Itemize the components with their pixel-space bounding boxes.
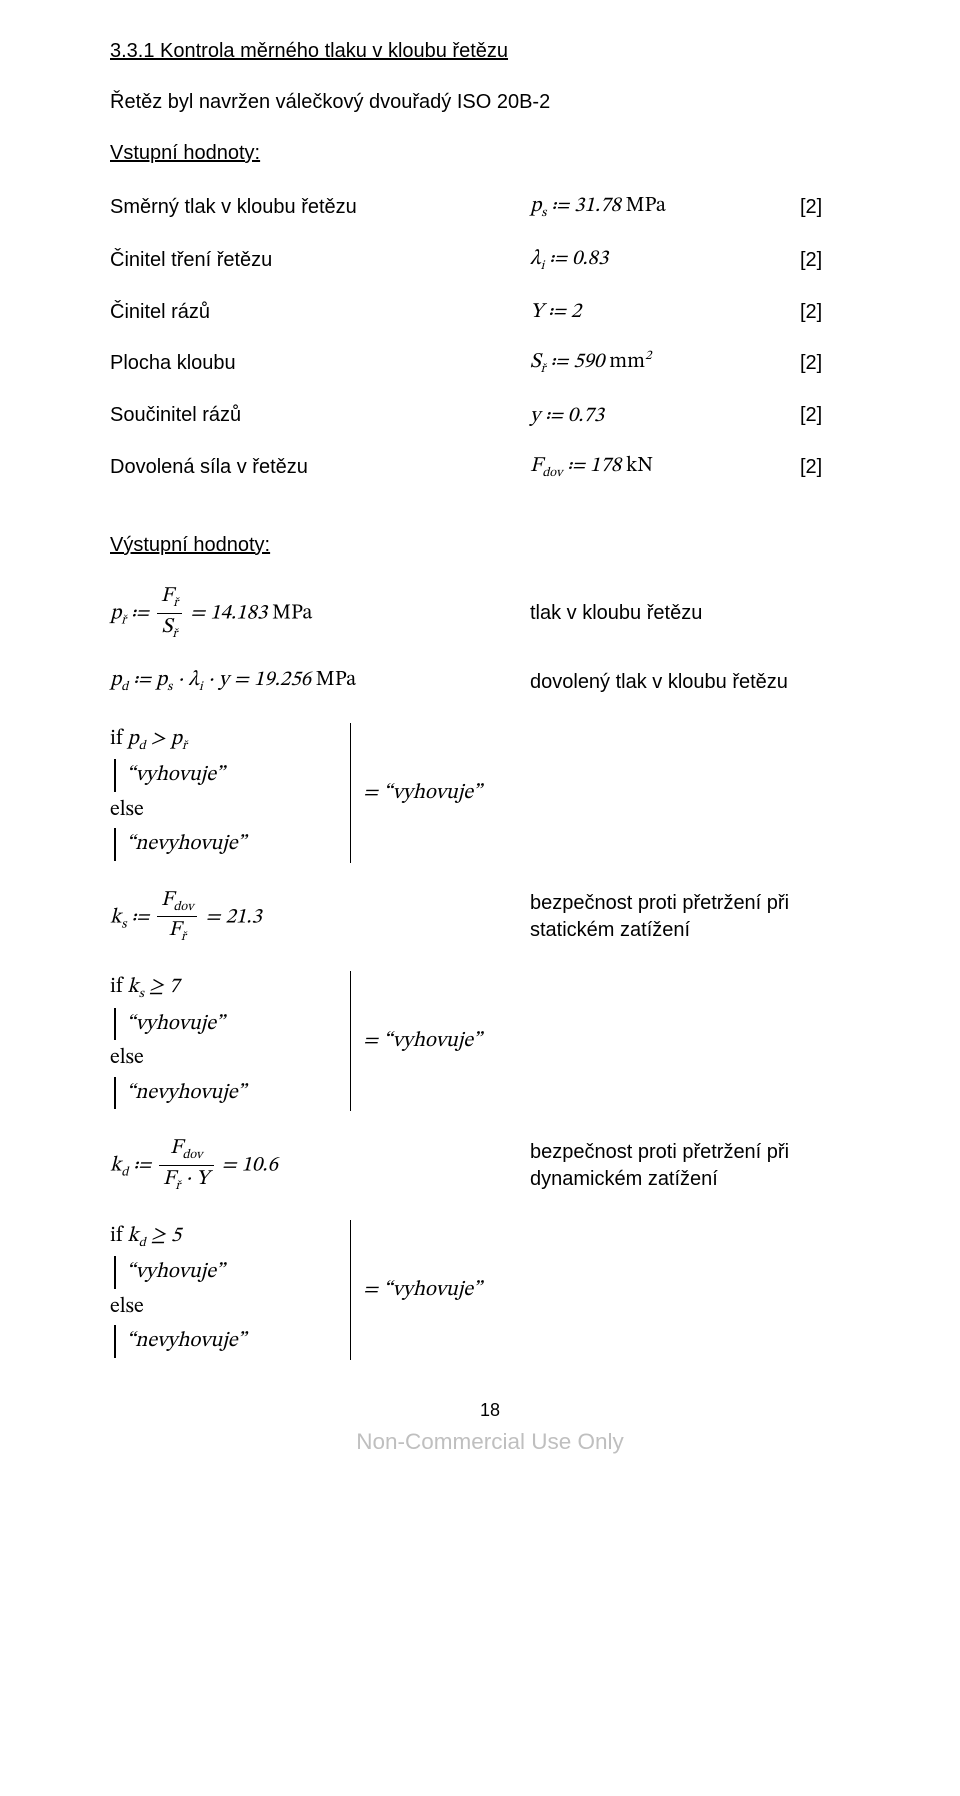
input-ref: [2] [800, 352, 860, 375]
output-row: kd ≔ FdovFř ⋅ Y = 10.6 bezpečnost proti … [110, 1137, 870, 1194]
input-label: Činitel tření řetězu [110, 249, 530, 272]
input-label: Součinitel rázů [110, 404, 530, 427]
output-expr: ks ≔ FdovFř = 21.3 [110, 889, 530, 946]
input-row: Součinitel rázůy ≔ 0.73[2] [110, 403, 870, 429]
else-line: else [110, 1042, 350, 1075]
intro-text: Řetěz byl navržen válečkový dvouřadý ISO… [110, 91, 870, 114]
if-line: if kd ≥ 5 [110, 1220, 350, 1254]
input-expr: y ≔ 0.73 [530, 403, 800, 429]
input-ref: [2] [800, 196, 860, 219]
output-heading: Výstupní hodnoty: [110, 534, 870, 557]
if-false: “nevyhovuje” [114, 828, 350, 861]
input-row: Činitel rázůY ≔ 2[2] [110, 299, 870, 325]
input-label: Činitel rázů [110, 301, 530, 324]
cond-result: = “vyhovuje” [350, 723, 482, 863]
input-ref: [2] [800, 301, 860, 324]
if-true: “vyhovuje” [114, 1256, 350, 1289]
if-false: “nevyhovuje” [114, 1325, 350, 1358]
if-true: “vyhovuje” [114, 1008, 350, 1041]
if-true: “vyhovuje” [114, 759, 350, 792]
output-desc: dovolený tlak v kloubu řetězu [530, 671, 870, 694]
output-expr: pd ≔ ps ⋅ λi ⋅ y = 19.256 MPa [110, 667, 530, 696]
input-expr: Fdov ≔ 178 kN [530, 453, 800, 482]
section-heading: 3.3.1 Kontrola měrného tlaku v kloubu ře… [110, 40, 870, 63]
output-row: př ≔ FřSř = 14.183 MPa tlak v kloubu řet… [110, 585, 870, 642]
if-line: if pd > př [110, 723, 350, 757]
input-label: Směrný tlak v kloubu řetězu [110, 196, 530, 219]
input-rows: Směrný tlak v kloubu řetězups ≔ 31.78 MP… [110, 193, 870, 482]
input-row: Plocha kloubuSř ≔ 590 mm2[2] [110, 349, 870, 378]
input-expr: Y ≔ 2 [530, 299, 800, 325]
input-expr: ps ≔ 31.78 MPa [530, 193, 800, 222]
cond-result: = “vyhovuje” [350, 971, 482, 1111]
input-ref: [2] [800, 249, 860, 272]
if-line: if ks ≥ 7 [110, 971, 350, 1005]
input-label: Plocha kloubu [110, 352, 530, 375]
page: 3.3.1 Kontrola měrného tlaku v kloubu ře… [0, 0, 960, 1485]
input-heading: Vstupní hodnoty: [110, 142, 870, 165]
output-row: ks ≔ FdovFř = 21.3 bezpečnost proti přet… [110, 889, 870, 946]
input-expr: Sř ≔ 590 mm2 [530, 349, 800, 378]
conditional-block: if pd > př “vyhovuje” else “nevyhovuje” … [110, 723, 870, 863]
input-row: Dovolená síla v řetězuFdov ≔ 178 kN[2] [110, 453, 870, 482]
conditional-block: if ks ≥ 7 “vyhovuje” else “nevyhovuje” =… [110, 971, 870, 1111]
output-desc: tlak v kloubu řetězu [530, 602, 870, 625]
input-ref: [2] [800, 456, 860, 479]
output-expr: př ≔ FřSř = 14.183 MPa [110, 585, 530, 642]
output-desc: bezpečnost proti přetržení při dynamické… [530, 1139, 870, 1193]
watermark-text: Non-Commercial Use Only [110, 1429, 870, 1455]
input-label: Dovolená síla v řetězu [110, 456, 530, 479]
output-expr: kd ≔ FdovFř ⋅ Y = 10.6 [110, 1137, 530, 1194]
else-line: else [110, 794, 350, 827]
input-expr: λi ≔ 0.83 [530, 246, 800, 275]
if-false: “nevyhovuje” [114, 1077, 350, 1110]
input-row: Činitel tření řetězuλi ≔ 0.83[2] [110, 246, 870, 275]
input-row: Směrný tlak v kloubu řetězups ≔ 31.78 MP… [110, 193, 870, 222]
else-line: else [110, 1291, 350, 1324]
input-ref: [2] [800, 404, 860, 427]
output-desc: bezpečnost proti přetržení při statickém… [530, 890, 870, 944]
page-number: 18 [110, 1400, 870, 1421]
cond-result: = “vyhovuje” [350, 1220, 482, 1360]
output-row: pd ≔ ps ⋅ λi ⋅ y = 19.256 MPa dovolený t… [110, 667, 870, 696]
conditional-block: if kd ≥ 5 “vyhovuje” else “nevyhovuje” =… [110, 1220, 870, 1360]
